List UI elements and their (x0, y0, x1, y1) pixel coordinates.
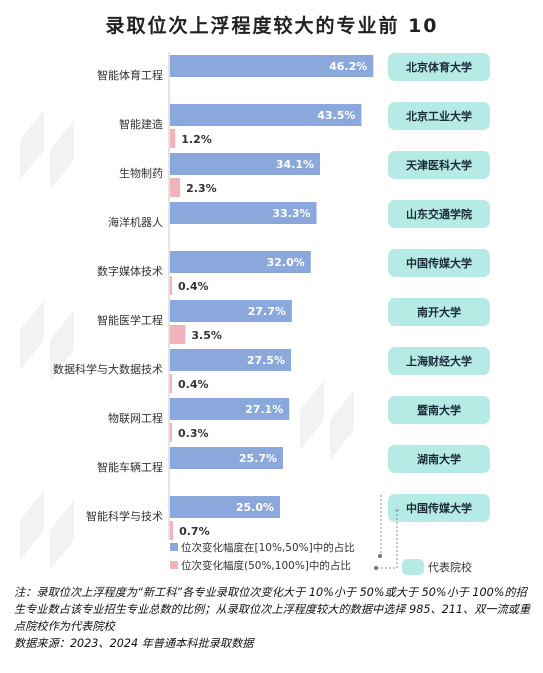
bar-pink-label: 2.3% (186, 182, 217, 195)
bar-blue-label: 27.5% (247, 354, 285, 367)
school-box (388, 445, 490, 473)
bar-pink (170, 129, 176, 148)
bar-blue (170, 496, 280, 518)
school-box (388, 200, 490, 228)
school-box (388, 347, 490, 375)
bar-blue-label: 25.7% (239, 452, 277, 465)
bar-blue (170, 202, 317, 224)
bar-blue (170, 55, 374, 77)
school-label: 南开大学 (417, 305, 461, 319)
bar-blue (170, 300, 292, 322)
school-label: 上海财经大学 (406, 354, 472, 368)
bar-blue (170, 251, 311, 273)
legend-swatch-blue (170, 543, 178, 551)
bar-blue-label: 46.2% (329, 60, 367, 73)
bar-pink (170, 276, 172, 295)
legend-swatch-school (402, 559, 424, 575)
category-label: 智能医学工程 (97, 313, 163, 327)
legend-swatch-pink (170, 561, 178, 569)
bar-pink-label: 0.4% (178, 378, 209, 391)
category-label: 生物制药 (119, 166, 163, 180)
school-label: 北京体育大学 (406, 60, 472, 74)
bar-blue (170, 104, 362, 126)
bar-blue-label: 43.5% (317, 109, 355, 122)
school-box (388, 249, 490, 277)
bar-pink-label: 0.3% (178, 427, 209, 440)
category-label: 数字媒体技术 (97, 264, 163, 278)
category-label: 智能科学与技术 (86, 509, 163, 523)
bar-blue-label: 34.1% (276, 158, 314, 171)
legend-label-pink: 位次变化幅度(50%,100%]中的占比 (181, 559, 351, 572)
school-box (388, 151, 490, 179)
school-label: 暨南大学 (417, 403, 461, 417)
school-box (388, 298, 490, 326)
source-text: 数据来源：2023、2024 年普通本科批录取数据 (14, 637, 254, 650)
school-label: 天津医科大学 (406, 158, 472, 172)
school-label: 湖南大学 (417, 452, 461, 466)
category-label: 数据科学与大数据技术 (53, 362, 163, 376)
school-box (388, 102, 490, 130)
legend-dot-pink (374, 566, 378, 570)
school-box (388, 494, 490, 522)
category-label: 物联网工程 (108, 411, 163, 425)
category-label: 智能车辆工程 (97, 460, 163, 474)
bar-pink-label: 1.2% (181, 133, 212, 146)
bar-pink-label: 3.5% (191, 329, 222, 342)
school-label: 北京工业大学 (406, 109, 472, 123)
bar-pink (170, 178, 181, 197)
legend-label-blue: 位次变化幅度在[10%,50%]中的占比 (181, 541, 355, 554)
bar-pink (170, 423, 172, 442)
school-box (388, 396, 490, 424)
legend-dot-blue (378, 554, 382, 558)
bar-blue (170, 447, 284, 469)
bar-blue-label: 32.0% (267, 256, 305, 269)
bar-pink (170, 374, 172, 393)
bar-pink (170, 325, 186, 344)
bar-blue-label: 33.3% (272, 207, 310, 220)
category-label: 海洋机器人 (108, 215, 163, 229)
footnote: 注：录取位次上浮程度为“新工科”各专业录取位次变化大于 10%小于 50%或大于… (14, 584, 532, 652)
bar-blue (170, 398, 290, 420)
bar-pink-label: 0.7% (179, 525, 210, 538)
category-label: 智能建造 (119, 117, 163, 131)
bar-blue (170, 153, 321, 175)
bar-blue-label: 27.7% (248, 305, 286, 318)
school-label: 山东交通学院 (406, 207, 472, 221)
bar-pink (170, 521, 174, 540)
legend-label-school: 代表院校 (428, 560, 472, 574)
bar-pink-label: 0.4% (178, 280, 209, 293)
legend: 位次变化幅度在[10%,50%]中的占比位次变化幅度(50%,100%]中的占比… (170, 541, 472, 575)
bar-blue-label: 27.1% (245, 403, 283, 416)
note-text: 注：录取位次上浮程度为“新工科”各专业录取位次变化大于 10%小于 50%或大于… (14, 586, 531, 633)
chart-title: 录取位次上浮程度较大的专业前 10 (105, 14, 438, 37)
watermark (20, 110, 354, 570)
school-box (388, 53, 490, 81)
category-label: 智能体育工程 (97, 68, 163, 82)
bar-blue (170, 349, 291, 371)
school-label: 中国传媒大学 (406, 256, 472, 270)
bar-blue-label: 25.0% (236, 501, 274, 514)
school-label: 中国传媒大学 (406, 501, 472, 515)
